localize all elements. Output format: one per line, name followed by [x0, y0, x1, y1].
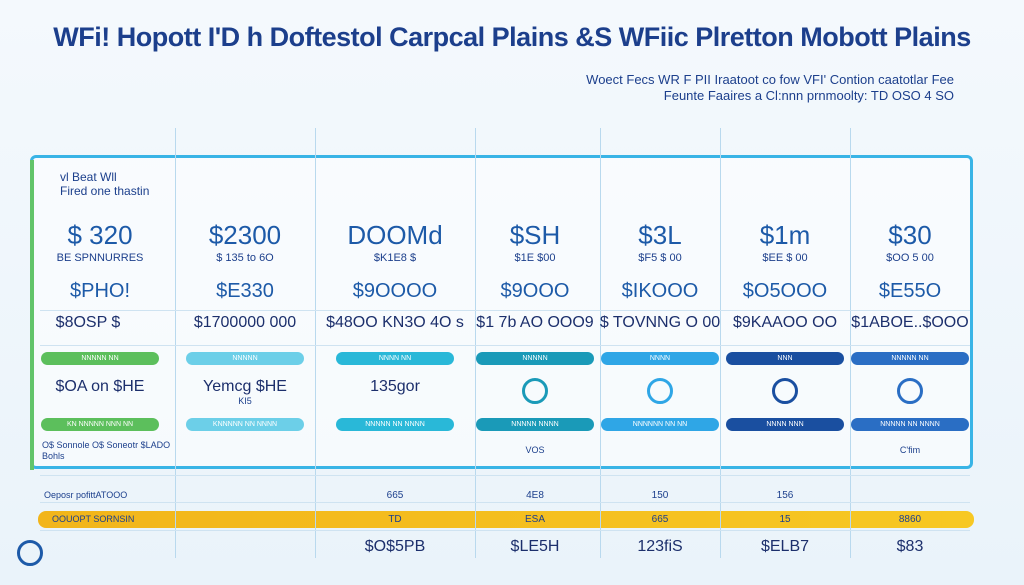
feature-note: VOS: [525, 445, 545, 455]
promo-price: $E330: [216, 280, 274, 302]
offer: $1ABOE..$OOO: [851, 314, 969, 331]
offer: $8OSP $: [55, 314, 121, 331]
offer: $1 7b AO OOO9: [476, 314, 594, 331]
logo-icon: [17, 540, 43, 566]
offer: $1700000 000: [193, 314, 297, 331]
price-note: $ 135 to 6O: [216, 252, 274, 264]
row-value: 665: [386, 490, 404, 501]
action-button[interactable]: NNNNNN NN NN: [601, 418, 719, 431]
price: $SH: [509, 220, 561, 250]
feature: 135gor: [370, 378, 420, 395]
row-divider: [40, 475, 970, 476]
action-button[interactable]: NNNN NNN: [726, 418, 844, 431]
promo-price: $O5OOO: [742, 280, 828, 302]
row-divider: [40, 530, 970, 531]
page-title: WFi! Hopott I'D h Doftestol Carpcal Plai…: [53, 22, 971, 52]
price-note: $F5 $ 00: [638, 252, 682, 264]
price-note: BE SPNNURRES: [56, 252, 144, 264]
plan-button[interactable]: NNNNN: [476, 352, 594, 365]
action-button[interactable]: KNNNNN NN NNNN: [186, 418, 304, 431]
column-divider: [315, 128, 316, 558]
feature-icon: [897, 378, 923, 404]
column-heading: vl Beat Wll: [60, 170, 117, 184]
offer: $9KAAOO OO: [732, 314, 838, 331]
price: DOOMd: [347, 220, 443, 250]
promo-price: $IKOOO: [621, 280, 699, 302]
column-divider: [475, 128, 476, 558]
row-value: 15: [779, 514, 791, 525]
column-divider: [600, 128, 601, 558]
plan-button[interactable]: NNNN: [601, 352, 719, 365]
feature-note: C'fim: [899, 445, 921, 455]
row-value: 4E8: [526, 490, 544, 501]
highlight-row: [38, 511, 974, 528]
footer-price: $LE5H: [510, 538, 560, 555]
note: Bohls: [42, 451, 65, 461]
promo-price: $PHO!: [69, 280, 131, 302]
price-note: $OO 5 00: [886, 252, 934, 264]
feature-icon: [647, 378, 673, 404]
price: $1m: [759, 220, 811, 250]
action-button[interactable]: NNNNN NN NNNN: [851, 418, 969, 431]
action-button[interactable]: KN NNNNN NNN NN: [41, 418, 159, 431]
plan-button[interactable]: NNNNN: [186, 352, 304, 365]
row-value: 150: [651, 490, 669, 501]
feature: Yemcg $HE: [203, 378, 287, 395]
plan-button[interactable]: NNNNN NN: [41, 352, 159, 365]
feature-icon: [522, 378, 548, 404]
row-value: 156: [776, 490, 794, 501]
footer-price: $ELB7: [760, 538, 810, 555]
column-divider: [175, 128, 176, 558]
column-divider: [850, 128, 851, 558]
price: $3L: [638, 220, 682, 250]
row-divider: [40, 502, 970, 503]
row-label: OOUOPT SORNSIN: [52, 514, 135, 524]
plan-button[interactable]: NNN: [726, 352, 844, 365]
subtitle: Feunte Faaires a Cl:nnn prnmoolty: TD OS…: [663, 88, 954, 103]
price-note: $1E $00: [514, 252, 556, 264]
offer: $48OO KN3O 4O s: [326, 314, 464, 331]
promo-price: $E55O: [878, 280, 942, 302]
column-divider: [720, 128, 721, 558]
row-value: TD: [388, 514, 402, 525]
footer-price: 123fiS: [637, 538, 683, 555]
row-value: 8860: [898, 514, 922, 525]
subtitle: Woect Fecs WR F PII Iraatoot co fow VFI'…: [586, 72, 954, 87]
plan-button[interactable]: NNNNN NN: [851, 352, 969, 365]
price-note: $EE $ 00: [762, 252, 808, 264]
offer: $ TOVNNG O 00: [599, 314, 721, 331]
price: $2300: [208, 220, 282, 250]
promo-price: $9OOO: [500, 280, 570, 302]
column-heading: Fired one thastin: [60, 184, 150, 198]
plan-button[interactable]: NNNN NN: [336, 352, 454, 365]
action-button[interactable]: NNNNN NNNN: [476, 418, 594, 431]
feature-icon: [772, 378, 798, 404]
plan-card: [30, 155, 973, 469]
row-label: Oeposr pofittATOOO: [44, 490, 128, 500]
row-divider: [40, 345, 970, 346]
row-divider: [40, 310, 970, 311]
price-note: $K1E8 $: [373, 252, 417, 264]
price: $30: [888, 220, 932, 250]
action-button[interactable]: NNNNN NN NNNN: [336, 418, 454, 431]
row-value: 665: [651, 514, 669, 525]
row-value: ESA: [524, 514, 546, 525]
feature-note: KI5: [238, 396, 252, 406]
note: O$ Sonnole O$ Soneotr $LADO: [42, 440, 171, 450]
feature: $OA on $HE: [55, 378, 145, 395]
accent: [30, 160, 34, 470]
price: $ 320: [67, 220, 133, 250]
footer-price: $83: [896, 538, 924, 555]
promo-price: $9OOOO: [352, 280, 438, 302]
footer-price: $O$5PB: [364, 538, 426, 555]
